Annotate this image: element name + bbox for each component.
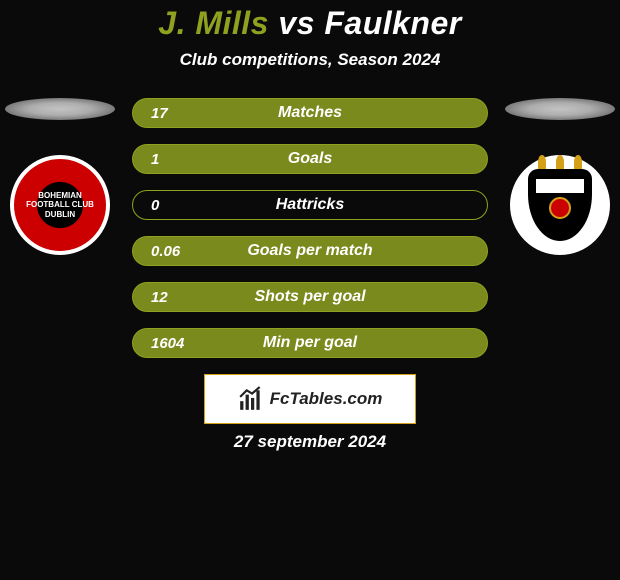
stat-bar: 1Goals (132, 144, 488, 174)
stat-label: Hattricks (133, 196, 487, 214)
left-team-crest: BOHEMIANFOOTBALL CLUBDUBLIN (10, 155, 110, 255)
stat-bar: 0Hattricks (132, 190, 488, 220)
attribution-box: FcTables.com (204, 374, 416, 424)
stat-value: 0.06 (151, 243, 180, 260)
right-side (500, 98, 620, 255)
left-side: BOHEMIANFOOTBALL CLUBDUBLIN (0, 98, 120, 255)
stat-label: Matches (133, 104, 487, 122)
chart-icon (238, 386, 264, 412)
shield-badge (549, 197, 571, 219)
comparison-body: BOHEMIANFOOTBALL CLUBDUBLIN 17Matches1Go… (0, 98, 620, 358)
shadow-ellipse-right (505, 98, 615, 120)
stat-bar: 17Matches (132, 98, 488, 128)
crown-icon (538, 155, 582, 173)
stat-label: Goals per match (133, 242, 487, 260)
stat-bar: 12Shots per goal (132, 282, 488, 312)
right-crest-shield (528, 169, 592, 241)
page-title: J. Mills vs Faulkner (0, 5, 620, 42)
attribution-text: FcTables.com (270, 389, 383, 409)
stat-bar: 0.06Goals per match (132, 236, 488, 266)
attribution-logo: FcTables.com (238, 386, 383, 412)
left-crest-text: BOHEMIANFOOTBALL CLUBDUBLIN (26, 191, 94, 220)
date-text: 27 september 2024 (0, 432, 620, 452)
title-player-left: J. Mills vs Faulkner (158, 5, 461, 41)
shadow-ellipse-left (5, 98, 115, 120)
stat-bars: 17Matches 1Goals 0Hattricks 0.06Goals per m… (132, 98, 488, 358)
stat-label: Shots per goal (133, 288, 487, 306)
stat-label: Goals (133, 150, 487, 168)
stat-value: 1604 (151, 335, 184, 352)
shield-stripe (536, 179, 584, 193)
stat-bar: 1604Min per goal (132, 328, 488, 358)
stat-label: Min per goal (133, 334, 487, 352)
stat-value: 1 (151, 151, 159, 168)
subtitle: Club competitions, Season 2024 (0, 50, 620, 70)
stat-value: 17 (151, 105, 168, 122)
stat-value: 12 (151, 289, 168, 306)
stat-value: 0 (151, 197, 159, 214)
comparison-card: J. Mills vs Faulkner Club competitions, … (0, 0, 620, 580)
right-team-crest (510, 155, 610, 255)
